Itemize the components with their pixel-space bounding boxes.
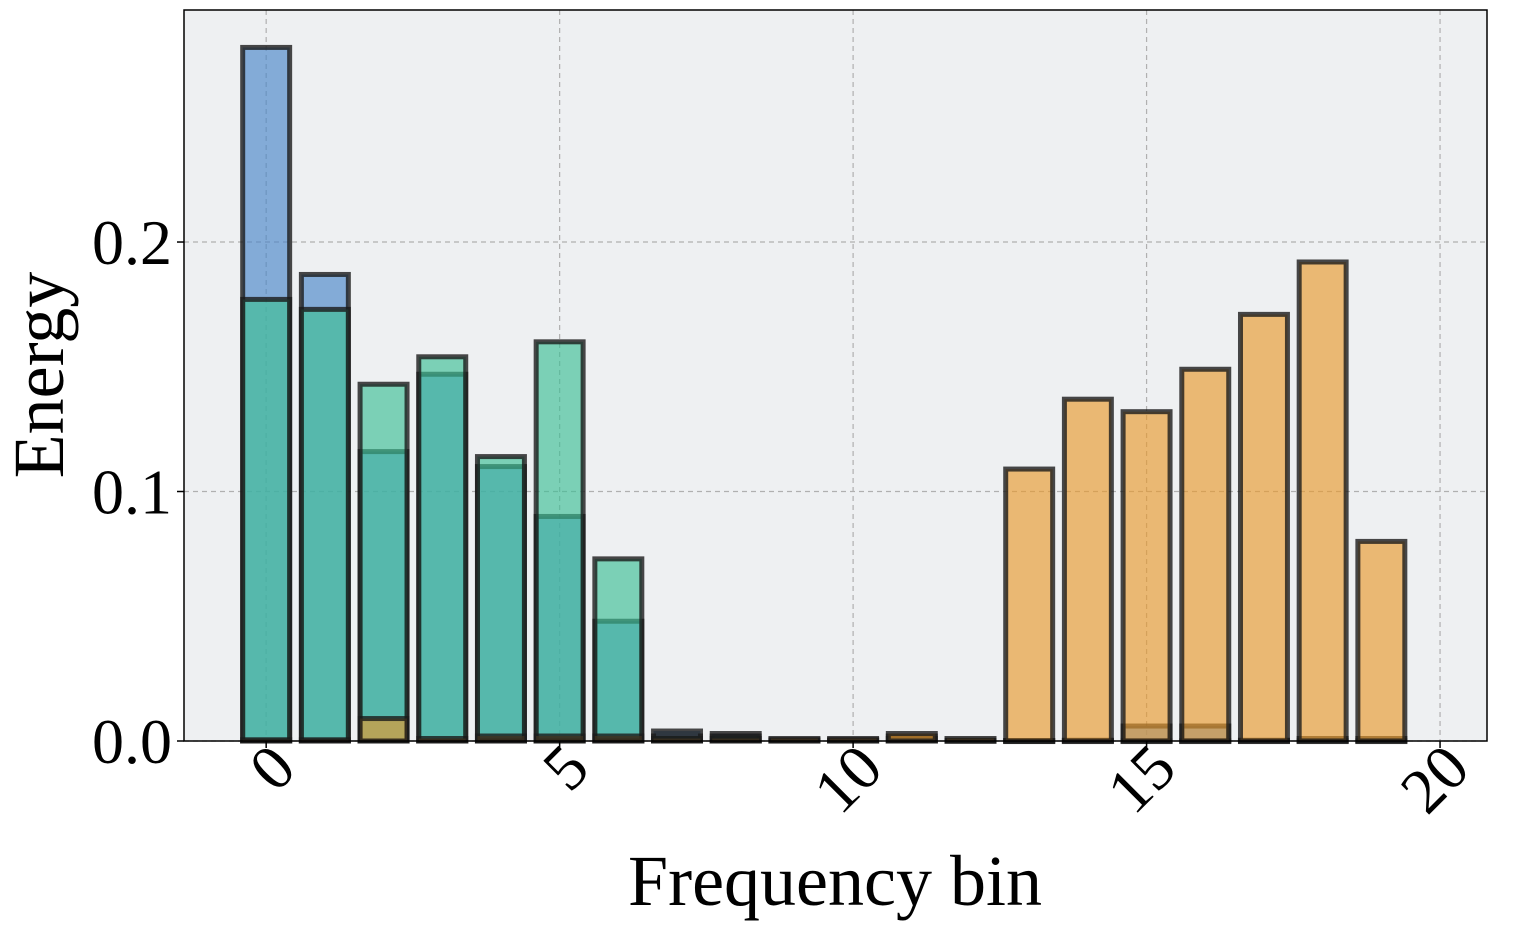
x-tick-label-4: 20 — [1387, 731, 1482, 826]
bar-orange-15 — [1120, 409, 1173, 744]
bar-green-1 — [298, 306, 351, 744]
x-axis-label: Frequency bin — [628, 841, 1042, 921]
y-tick-label-0: 0.0 — [92, 706, 172, 777]
y-axis-label: Energy — [0, 272, 79, 479]
bar-orange-14 — [1061, 396, 1114, 744]
bar-green-5 — [533, 339, 586, 744]
bar-green-2 — [357, 381, 410, 744]
y-tick-label-2: 0.2 — [92, 207, 172, 278]
bar-orange-16 — [1179, 366, 1232, 744]
bar-orange-18 — [1296, 259, 1349, 744]
plot-frame — [183, 9, 1488, 742]
x-tick-label-3: 15 — [1093, 731, 1188, 826]
bar-orange-19 — [1355, 538, 1408, 744]
x-tick-label-2: 10 — [800, 731, 895, 826]
bar-green-4 — [474, 454, 527, 744]
series-green — [240, 296, 1408, 745]
bar-orange-11 — [885, 731, 938, 744]
bar-orange-13 — [1003, 466, 1056, 744]
bar-green-3 — [416, 354, 469, 744]
bars — [240, 44, 1408, 745]
y-tick-label-1: 0.1 — [92, 457, 172, 528]
bar-green-6 — [592, 556, 645, 744]
series-orange — [240, 259, 1408, 744]
bar-orange-2 — [357, 716, 410, 744]
bar-green-0 — [240, 296, 293, 744]
bar-orange-17 — [1237, 311, 1290, 744]
